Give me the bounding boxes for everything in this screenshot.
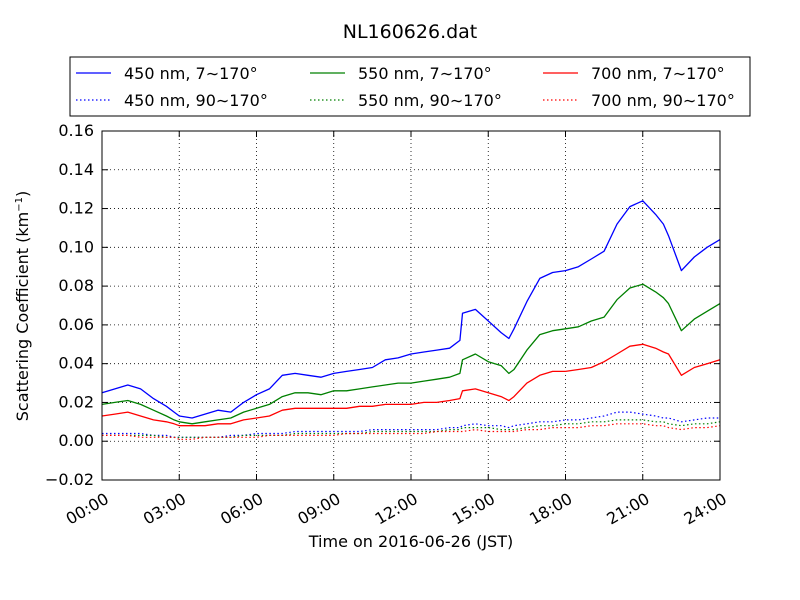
legend-label-0: 450 nm, 7∼170° bbox=[124, 64, 258, 83]
grid bbox=[102, 131, 720, 480]
legend-frame bbox=[69, 56, 751, 117]
series-line-2 bbox=[101, 343, 721, 427]
series-line-5 bbox=[102, 423, 721, 440]
y-tick-label: 0.08 bbox=[58, 276, 94, 295]
y-tick-label: 0.10 bbox=[58, 237, 94, 256]
y-tick-label: 0.06 bbox=[58, 315, 94, 334]
x-tick-label: 18:00 bbox=[526, 489, 575, 529]
x-tick-label: 06:00 bbox=[217, 489, 266, 529]
x-tick-label: 24:00 bbox=[681, 489, 730, 529]
chart-title: NL160626.dat bbox=[343, 21, 478, 43]
y-axis-label-text: Scattering Coefficient (km bbox=[13, 212, 32, 422]
series-lines bbox=[101, 200, 721, 440]
x-tick-label: 21:00 bbox=[603, 489, 652, 529]
y-axis-label-close: ) bbox=[13, 191, 32, 197]
y-tick-label: 0.16 bbox=[58, 121, 94, 140]
x-tick-label: 15:00 bbox=[449, 489, 498, 529]
y-tick-label: 0.12 bbox=[58, 199, 94, 218]
series-line-4 bbox=[102, 419, 721, 438]
x-axis-label: Time on 2016-06-26 (JST) bbox=[308, 532, 513, 551]
legend-label-5: 700 nm, 90∼170° bbox=[591, 91, 735, 110]
x-tick-label: 03:00 bbox=[140, 489, 189, 529]
x-tick-label: 12:00 bbox=[372, 489, 421, 529]
series-line-0 bbox=[101, 200, 721, 419]
y-tick-label: 0.00 bbox=[58, 431, 94, 450]
series-line-1 bbox=[101, 283, 721, 425]
y-tick-label: 0.02 bbox=[58, 392, 94, 411]
legend-label-4: 550 nm, 90∼170° bbox=[358, 91, 502, 110]
legend-label-2: 700 nm, 7∼170° bbox=[591, 64, 725, 83]
y-axis-label-superscript: −1 bbox=[14, 197, 25, 212]
legend-label-1: 550 nm, 7∼170° bbox=[358, 64, 492, 83]
y-tick-label: −0.02 bbox=[45, 470, 94, 489]
axis-ticks bbox=[101, 130, 721, 481]
legend: 450 nm, 7∼170° 550 nm, 7∼170° 700 nm, 7∼17… bbox=[69, 56, 751, 117]
x-tick-label: 00:00 bbox=[63, 489, 112, 529]
x-tick-label: 09:00 bbox=[294, 489, 343, 529]
y-axis-label: Scattering Coefficient (km−1) bbox=[13, 191, 32, 422]
tick-labels: 00:00 03:00 06:00 09:00 12:00 15:00 18:00 21:00… bbox=[45, 121, 730, 529]
y-tick-label: 0.04 bbox=[58, 354, 94, 373]
legend-label-3: 450 nm, 90∼170° bbox=[124, 91, 268, 110]
y-tick-label: 0.14 bbox=[58, 160, 94, 179]
